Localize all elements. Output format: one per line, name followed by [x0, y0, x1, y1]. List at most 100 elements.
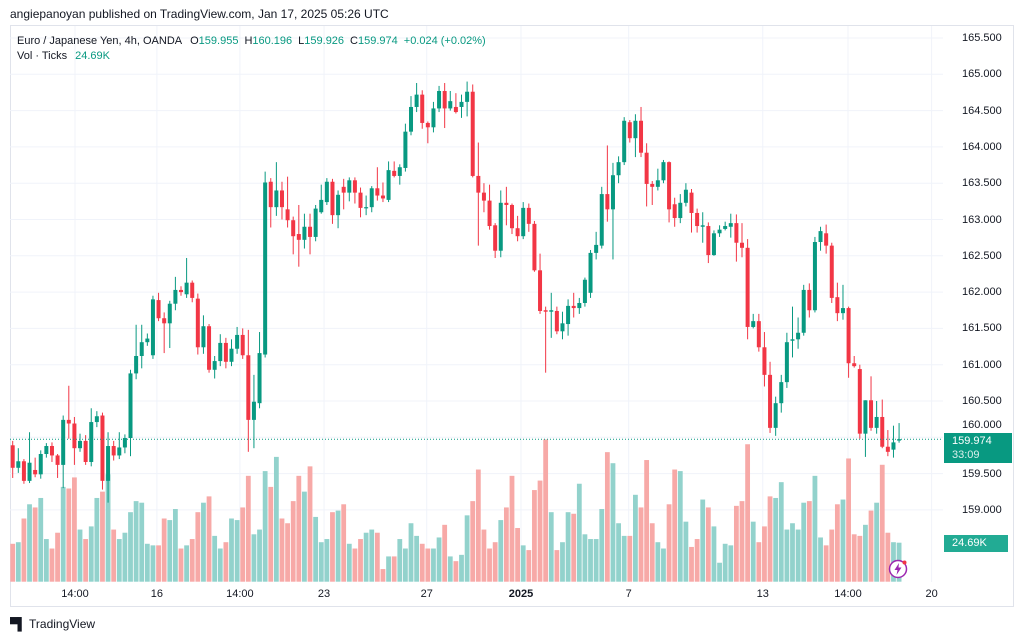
candle[interactable]: [195, 293, 200, 355]
candle[interactable]: [655, 168, 660, 191]
candle[interactable]: [717, 225, 722, 237]
candle[interactable]: [683, 183, 688, 207]
candle[interactable]: [364, 195, 369, 216]
candle[interactable]: [762, 332, 767, 387]
candle[interactable]: [728, 213, 733, 238]
candle[interactable]: [829, 242, 834, 303]
candle[interactable]: [55, 453, 60, 478]
candle[interactable]: [566, 299, 571, 336]
candle[interactable]: [521, 202, 526, 240]
candle[interactable]: [723, 221, 728, 231]
lightning-alert-icon[interactable]: [888, 559, 908, 579]
candle[interactable]: [246, 329, 251, 452]
candle[interactable]: [16, 448, 21, 473]
candle[interactable]: [768, 361, 773, 433]
candle[interactable]: [263, 171, 268, 358]
candle[interactable]: [588, 249, 593, 298]
candle[interactable]: [543, 306, 548, 373]
candle[interactable]: [352, 177, 357, 204]
candle[interactable]: [78, 433, 83, 452]
candle[interactable]: [89, 408, 94, 467]
candle[interactable]: [302, 213, 307, 249]
candle[interactable]: [453, 93, 458, 114]
candle[interactable]: [700, 212, 705, 243]
candle[interactable]: [150, 295, 155, 359]
candle[interactable]: [341, 178, 346, 210]
candle[interactable]: [240, 328, 245, 359]
candle[interactable]: [128, 369, 133, 457]
candle[interactable]: [678, 194, 683, 224]
candle[interactable]: [874, 401, 879, 434]
candle[interactable]: [162, 312, 167, 354]
candle[interactable]: [330, 178, 335, 224]
candle[interactable]: [515, 215, 520, 242]
candle[interactable]: [257, 332, 262, 409]
candle[interactable]: [285, 176, 290, 228]
candle[interactable]: [897, 423, 902, 443]
candle[interactable]: [184, 257, 189, 298]
candle[interactable]: [465, 81, 470, 117]
candle[interactable]: [386, 161, 391, 203]
candle[interactable]: [201, 315, 206, 354]
candle[interactable]: [279, 181, 284, 220]
candle[interactable]: [66, 385, 71, 439]
candle[interactable]: [324, 178, 329, 205]
candle[interactable]: [111, 440, 116, 461]
candle[interactable]: [44, 443, 49, 458]
candle[interactable]: [431, 101, 436, 133]
candle[interactable]: [549, 292, 554, 338]
candle[interactable]: [639, 106, 644, 158]
candle[interactable]: [156, 292, 161, 322]
candle[interactable]: [139, 324, 144, 369]
candle[interactable]: [437, 85, 442, 113]
candle[interactable]: [650, 181, 655, 205]
candle[interactable]: [835, 282, 840, 322]
candle[interactable]: [235, 326, 240, 354]
candle[interactable]: [582, 277, 587, 307]
candle[interactable]: [644, 143, 649, 207]
candle[interactable]: [807, 283, 812, 318]
candle[interactable]: [672, 197, 677, 227]
candle[interactable]: [420, 90, 425, 129]
candle[interactable]: [179, 286, 183, 296]
candle[interactable]: [487, 184, 492, 230]
candle[interactable]: [796, 317, 801, 349]
candle[interactable]: [857, 364, 862, 439]
candle[interactable]: [661, 159, 666, 184]
candle[interactable]: [358, 187, 363, 218]
candle[interactable]: [622, 117, 627, 166]
candle[interactable]: [190, 280, 195, 303]
candle[interactable]: [885, 430, 890, 457]
candle[interactable]: [779, 374, 784, 413]
candle[interactable]: [207, 324, 212, 373]
candle[interactable]: [667, 161, 672, 223]
candle[interactable]: [852, 355, 857, 368]
candle[interactable]: [173, 276, 178, 311]
candle[interactable]: [369, 186, 374, 213]
candle[interactable]: [251, 374, 256, 449]
candle[interactable]: [336, 190, 341, 229]
candle[interactable]: [840, 284, 845, 320]
candle[interactable]: [605, 145, 610, 222]
candle[interactable]: [442, 83, 447, 129]
candle[interactable]: [532, 220, 537, 272]
candle[interactable]: [869, 376, 874, 431]
candle[interactable]: [481, 183, 486, 213]
candle[interactable]: [773, 396, 778, 436]
candle[interactable]: [414, 83, 419, 113]
candle[interactable]: [880, 399, 885, 449]
candle[interactable]: [706, 222, 711, 264]
candle[interactable]: [745, 239, 750, 340]
candle[interactable]: [167, 300, 172, 349]
candle[interactable]: [33, 457, 38, 478]
candle[interactable]: [818, 226, 823, 251]
candle[interactable]: [319, 184, 324, 214]
tradingview-logo[interactable]: ▀▌ TradingView: [10, 617, 95, 631]
candle[interactable]: [10, 440, 15, 478]
candle[interactable]: [493, 223, 498, 258]
candle[interactable]: [122, 434, 127, 454]
candle[interactable]: [526, 203, 531, 232]
candle[interactable]: [100, 412, 105, 490]
candle[interactable]: [509, 203, 514, 235]
candle[interactable]: [560, 311, 565, 340]
